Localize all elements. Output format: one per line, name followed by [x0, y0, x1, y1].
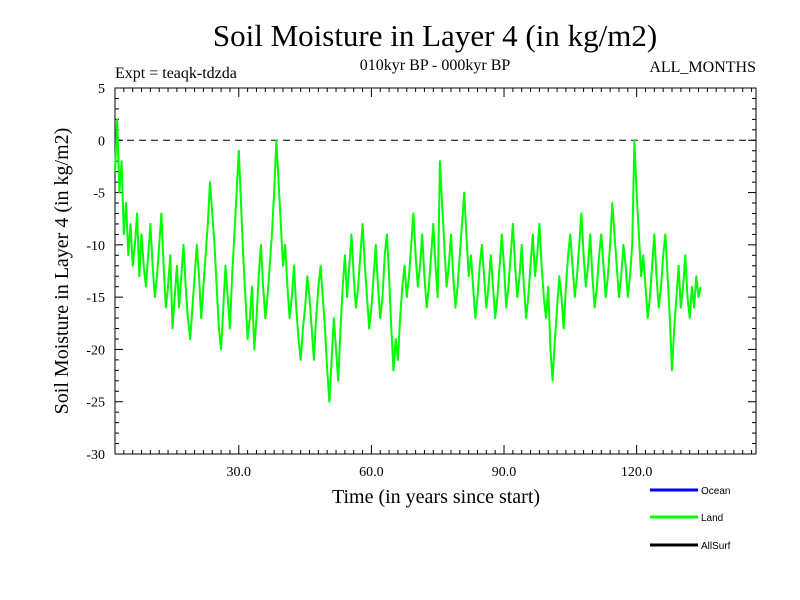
y-axis-tick-labels: 5 0 -5 -10 -15 -20 -25 -30: [86, 82, 105, 463]
x-axis-tick-labels: 30.0 60.0 90.0 120.0: [227, 465, 653, 480]
axis-ticks: [114, 87, 756, 455]
y-tick-label: 0: [98, 134, 105, 149]
y-tick-label: -25: [86, 396, 105, 411]
y-tick-label: -10: [86, 239, 105, 254]
y-tick-label: -5: [93, 187, 105, 202]
y-tick-label: -20: [86, 343, 105, 358]
x-tick-label: 90.0: [492, 465, 517, 480]
y-axis-label: Soil Moisture in Layer 4 (in kg/m2): [51, 128, 73, 415]
experiment-label: Expt = teaqk-tdzda: [115, 65, 237, 82]
x-axis-label: Time (in years since start): [332, 486, 540, 508]
legend-label-land: Land: [701, 513, 723, 524]
y-tick-label: -30: [86, 448, 105, 463]
x-tick-label: 120.0: [621, 465, 653, 480]
y-tick-label: 5: [98, 82, 105, 97]
legend-label-ocean: Ocean: [701, 486, 730, 497]
legend-label-allsurf: AllSurf: [701, 541, 731, 552]
land-series-line: [114, 118, 702, 403]
plot-area-frame: [114, 87, 757, 455]
x-tick-label: 30.0: [227, 465, 252, 480]
months-label: ALL_MONTHS: [649, 59, 756, 76]
chart-title: Soil Moisture in Layer 4 (in kg/m2): [213, 18, 657, 53]
y-tick-label: -15: [86, 291, 105, 306]
x-tick-label: 60.0: [359, 465, 384, 480]
time-range-label: 010kyr BP - 000kyr BP: [360, 57, 511, 74]
legend: Ocean Land AllSurf: [650, 486, 731, 552]
